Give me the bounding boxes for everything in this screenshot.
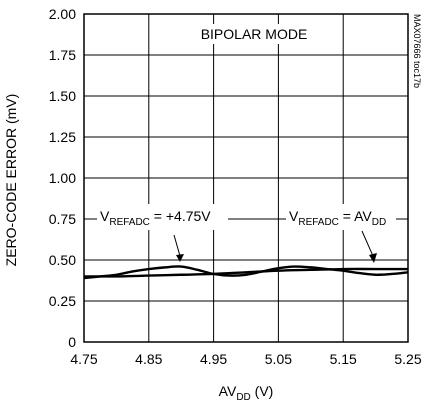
watermark: MAX07666 toc17b xyxy=(412,14,422,88)
y-tick-label: 0.50 xyxy=(49,252,76,268)
annotation-leaders xyxy=(173,230,377,263)
y-tick-label: 2.00 xyxy=(49,6,76,22)
x-tick-label: 5.25 xyxy=(394,351,421,367)
leader-line-series-2 xyxy=(361,230,374,257)
series-group xyxy=(83,265,409,280)
y-tick-label: 0.25 xyxy=(49,293,76,309)
series-2-label-sub: REFADC xyxy=(298,217,339,228)
series-2-label-suffix: = AV xyxy=(339,208,372,224)
leader-arrow-series-1 xyxy=(176,254,184,262)
x-tick-label: 4.95 xyxy=(200,351,227,367)
plot-frame xyxy=(83,13,409,343)
y-tick-label: 1.25 xyxy=(49,129,76,145)
series-1-label-suffix: = +4.75V xyxy=(150,208,211,224)
x-tick-label: 4.75 xyxy=(70,351,97,367)
x-tick-label: 4.85 xyxy=(135,351,162,367)
tick-labels: 4.75 4.85 4.95 5.05 5.15 5.25 0 0.25 0.50 0.75 1.0… xyxy=(49,6,422,367)
grid-lines xyxy=(84,14,408,342)
series-1-label: VREFADC = +4.75V xyxy=(100,208,211,228)
mode-label-bg xyxy=(190,24,318,44)
series-2-label-bg xyxy=(286,204,396,230)
y-tick-label: 0.75 xyxy=(49,211,76,227)
series-line-2 xyxy=(83,267,408,278)
series-line-1 xyxy=(83,265,409,280)
x-axis-title-suffix: (V) xyxy=(251,383,274,399)
leader-line-series-1 xyxy=(173,234,181,257)
y-tick-label: 1.75 xyxy=(49,47,76,63)
leader-arrow-series-2 xyxy=(369,253,377,263)
x-tick-label: 5.05 xyxy=(265,351,292,367)
y-axis-title: ZERO-CODE ERROR (mV) xyxy=(3,94,19,267)
series-1-label-sub: REFADC xyxy=(109,217,150,228)
series-2-label: VREFADC = AVDD xyxy=(289,208,386,228)
series-1-label-main: V xyxy=(100,208,110,224)
x-axis-title-sub: DD xyxy=(236,392,250,403)
x-axis-title-main: AV xyxy=(219,383,237,399)
mode-label: BIPOLAR MODE xyxy=(201,26,308,42)
series-2-label-sub2: DD xyxy=(372,217,386,228)
series-1-label-bg xyxy=(97,204,228,230)
y-tick-label: 1.50 xyxy=(49,88,76,104)
series-2-label-main: V xyxy=(289,208,299,224)
y-tick-label: 0 xyxy=(68,334,76,350)
y-tick-label: 1.00 xyxy=(49,170,76,186)
x-tick-label: 5.15 xyxy=(330,351,357,367)
x-axis-title: AVDD (V) xyxy=(219,383,274,403)
